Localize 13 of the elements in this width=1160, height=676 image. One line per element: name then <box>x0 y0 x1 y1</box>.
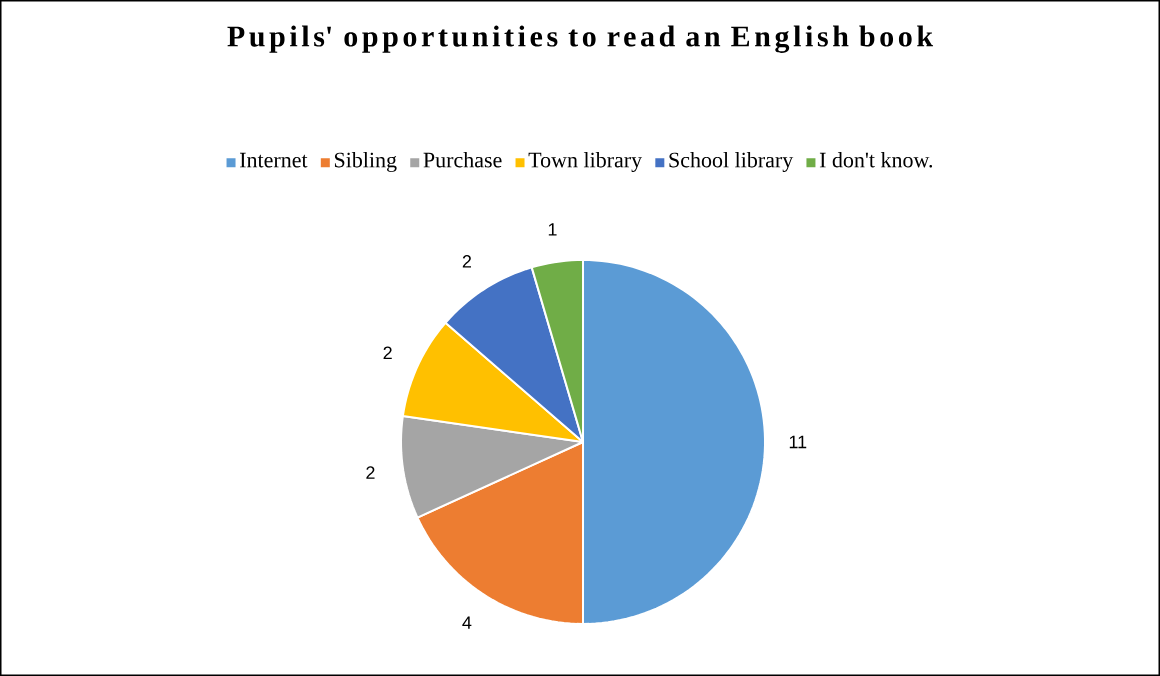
legend-label: Sibling <box>334 151 397 172</box>
data-label: 11 <box>789 435 807 449</box>
data-label: 2 <box>383 346 392 360</box>
legend-label: Purchase <box>423 151 502 168</box>
legend-label: Town library <box>528 151 643 172</box>
legend-label: I don't know. <box>819 151 933 168</box>
legend-label: School library <box>669 151 794 172</box>
data-label: 2 <box>366 466 375 479</box>
data-label: 4 <box>462 616 472 629</box>
data-label: 1 <box>548 223 557 236</box>
chart-title: Pupils' opportunities to read an English book <box>227 25 934 53</box>
legend-label: Internet <box>240 152 308 168</box>
data-label: 2 <box>462 255 472 268</box>
